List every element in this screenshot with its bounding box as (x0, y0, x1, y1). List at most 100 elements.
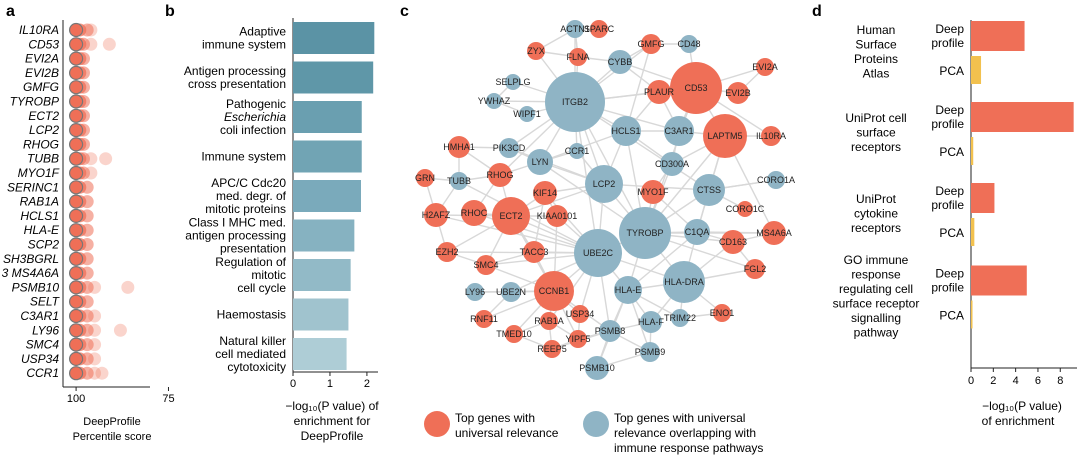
c-node (647, 80, 671, 104)
c-node-label: HCLS1 (611, 126, 640, 136)
a-gene-label: LCP2 (29, 123, 59, 137)
a-top-dot-outline (68, 123, 84, 138)
panel-d-bar-chart: DeepprofilePCAHumanSurfaceProteinsAtlasD… (833, 20, 1077, 428)
b-category-label: med. degr. of (216, 189, 287, 203)
d-group-label: cytokine (854, 207, 898, 221)
c-node-label: PSMB9 (635, 347, 666, 357)
c-legend-marker-orange (424, 411, 450, 437)
c-node-label: GMFG (638, 39, 665, 49)
c-node-label: RHOG (487, 170, 514, 180)
b-x-tick-label: 1 (327, 378, 333, 390)
c-node (437, 242, 457, 262)
c-node-label: RHOC (461, 208, 488, 218)
a-top-dot-outline (68, 165, 84, 181)
c-node (640, 311, 662, 333)
a-top-dot-outline (68, 37, 84, 52)
c-node-label: UBE2C (583, 248, 614, 258)
c-node (519, 106, 535, 122)
c-node-label: PSMB10 (579, 363, 615, 373)
c-legend-label: universal relevance (455, 426, 559, 440)
a-gene-label: SMC4 (26, 338, 60, 352)
c-node (660, 152, 684, 176)
d-group-label: surface receptor (833, 296, 920, 310)
c-node (721, 230, 745, 254)
a-gene-label: USP34 (21, 352, 59, 366)
d-bar-label: profile (931, 36, 964, 50)
a-percentile-dot (69, 166, 83, 180)
c-legend-label: Top genes with (455, 411, 535, 425)
c-node-label: FLNA (566, 52, 589, 62)
c-node (523, 241, 545, 263)
a-top-dot-outline (68, 51, 84, 66)
c-node (585, 165, 623, 203)
c-node-label: C3AR1 (664, 126, 693, 136)
d-group-label: Surface (855, 37, 897, 51)
a-percentile-dot (69, 195, 83, 209)
a-percentile-dot (69, 295, 83, 309)
d-group-label: Proteins (854, 52, 898, 66)
c-node-label: EZH2 (435, 247, 458, 257)
d-deepprofile-bar (971, 21, 1025, 51)
a-percentile-dot (69, 66, 83, 80)
a-gene-label: PSMB10 (12, 280, 60, 294)
b-category-label: APC/C Cdc20 (211, 176, 286, 190)
b-bar (293, 101, 362, 133)
c-node-label: RAB1A (534, 316, 564, 326)
a-gene-label: RHOG (23, 137, 59, 151)
c-node-label: CD300A (655, 159, 689, 169)
d-bar-label: profile (931, 198, 964, 212)
a-x-label: DeepProfile (83, 416, 140, 428)
b-bar (293, 219, 355, 252)
b-bar (293, 61, 374, 94)
a-percentile-dot (95, 366, 109, 380)
c-node-label: YIPF5 (565, 334, 590, 344)
c-node (416, 169, 434, 187)
a-percentile-dot (99, 152, 113, 166)
b-bar (293, 140, 362, 173)
c-node-label: H2AFZ (422, 210, 451, 220)
c-node (461, 200, 487, 226)
c-node (713, 304, 731, 322)
a-gene-label: RAB1A (20, 195, 59, 209)
c-node-label: ITGB2 (562, 97, 588, 107)
c-node (566, 20, 584, 38)
d-bar-label: PCA (939, 64, 964, 78)
b-category-label: Adaptive (239, 25, 286, 39)
d-deepprofile-bar (971, 102, 1074, 132)
a-top-dot-outline (68, 194, 84, 209)
c-node-label: CCR1 (565, 146, 590, 156)
c-node-label: LAPTM5 (707, 131, 742, 141)
a-gene-label: SCP2 (28, 238, 60, 252)
d-deepprofile-bar (971, 183, 995, 213)
c-node (569, 330, 587, 348)
c-node (767, 171, 785, 189)
b-category-label: cross presentation (188, 77, 286, 91)
c-node-label: FGL2 (744, 264, 767, 274)
c-node-label: PLAUR (644, 87, 675, 97)
a-top-dot-outline (68, 80, 84, 95)
a-top-dot-outline (68, 351, 84, 366)
c-node (684, 219, 710, 245)
c-node (574, 229, 622, 277)
c-node-label: LY96 (465, 287, 485, 297)
a-top-dot-outline (68, 294, 84, 309)
c-node-label: REEP5 (537, 344, 567, 354)
c-node (664, 116, 694, 146)
c-node-label: SELPLG (495, 77, 530, 87)
a-percentile-dot (69, 323, 83, 337)
a-percentile-dot (69, 80, 83, 94)
c-node (571, 305, 589, 323)
a-percentile-dot (69, 352, 83, 366)
c-node-label: IL10RA (756, 131, 786, 141)
c-node (614, 276, 642, 304)
d-bar-label: Deep (935, 103, 964, 117)
a-x-tick-label: 100 (67, 393, 85, 405)
c-node-label: TMED10 (496, 329, 532, 339)
c-node-label: EVI2B (725, 88, 751, 98)
c-node (533, 181, 557, 205)
c-node-label: YWHAZ (478, 96, 511, 106)
c-node (424, 203, 448, 227)
a-top-dot-outline (68, 180, 84, 195)
c-node (641, 180, 665, 204)
